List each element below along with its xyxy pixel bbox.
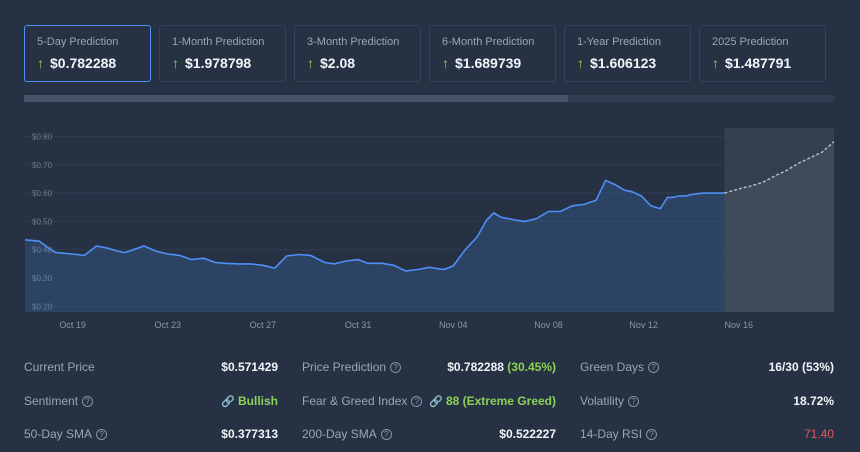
help-icon[interactable]: ? (628, 396, 640, 407)
historical-price-line (24, 179, 725, 272)
x-tick-label: Oct 27 (250, 320, 277, 330)
prediction-card-label: 3-Month Prediction (307, 36, 400, 48)
price-prediction-change: (30.45%) (507, 360, 556, 374)
y-tick-label: $0.30 (32, 274, 53, 283)
help-icon[interactable]: ? (411, 396, 423, 407)
sma-200-label: 200-Day SMA? (302, 427, 392, 441)
link-icon: 🔗 (221, 396, 235, 408)
price-prediction-label: Price Prediction? (302, 360, 402, 374)
stats-row: Current Price $0.571429 Price Prediction… (24, 360, 834, 380)
stats-row: 50-Day SMA? $0.377313 200-Day SMA? $0.52… (24, 427, 834, 447)
x-tick-label: Oct 31 (345, 320, 372, 330)
y-tick-label: $0.70 (32, 161, 53, 170)
prediction-card-label: 1-Month Prediction (172, 36, 265, 48)
rsi-value: 71.40 (803, 427, 834, 441)
x-tick-label: Oct 19 (59, 320, 86, 330)
y-tick-label: $0.80 (32, 132, 53, 141)
x-tick-label: Nov 16 (725, 320, 754, 330)
sentiment-label: Sentiment? (24, 394, 94, 408)
prediction-card-label: 1-Year Prediction (577, 36, 661, 48)
prediction-card-1-year[interactable]: 1-Year Prediction ↑ $1.606123 (564, 25, 691, 82)
volatility-value: 18.72% (793, 394, 834, 408)
prediction-card-value: $0.782288 (50, 55, 117, 71)
help-icon[interactable]: ? (648, 362, 660, 373)
prediction-card-label: 5-Day Prediction (37, 36, 119, 48)
prediction-card-3-month[interactable]: 3-Month Prediction ↑ $2.08 (294, 25, 421, 82)
prediction-card-6-month[interactable]: 6-Month Prediction ↑ $1.689739 (429, 25, 556, 82)
prediction-card-5-day[interactable]: 5-Day Prediction ↑ $0.782288 (24, 25, 151, 82)
y-axis: $0.80 $0.70 $0.60 $0.50 $0.40 $0.30 $0.20 (32, 132, 53, 311)
help-icon[interactable]: ? (646, 429, 658, 440)
arrow-up-icon: ↑ (172, 55, 179, 71)
x-axis: Oct 19 Oct 23 Oct 27 Oct 31 Nov 04 Nov 08 Nov … (59, 320, 753, 330)
stats-row: Sentiment? 🔗 Bullish Fear & Greed Index? … (24, 394, 834, 414)
green-days-label: Green Days? (580, 360, 660, 374)
prediction-card-value: $1.978798 (185, 55, 252, 71)
rsi-label: 14-Day RSI? (580, 427, 658, 441)
prediction-card-value: $1.689739 (455, 55, 522, 71)
y-tick-label: $0.40 (32, 246, 53, 255)
arrow-up-icon: ↑ (307, 55, 314, 71)
y-tick-label: $0.20 (32, 302, 53, 311)
price-prediction-value: $0.782288 (30.45%) (447, 360, 556, 374)
current-price-value: $0.571429 (221, 360, 278, 374)
help-icon[interactable]: ? (82, 396, 94, 407)
prediction-card-value: $2.08 (320, 55, 356, 71)
cards-scrollbar[interactable] (24, 95, 834, 102)
sentiment-value[interactable]: 🔗 Bullish (221, 394, 278, 408)
fear-greed-label: Fear & Greed Index? (302, 394, 423, 408)
x-tick-label: Nov 08 (534, 320, 563, 330)
help-icon[interactable]: ? (96, 429, 108, 440)
prediction-card-2025[interactable]: 2025 Prediction ↑ $1.487791 (699, 25, 826, 82)
x-tick-label: Oct 23 (155, 320, 182, 330)
arrow-up-icon: ↑ (712, 55, 719, 71)
y-tick-label: $0.60 (32, 189, 53, 198)
forecast-zone (724, 128, 834, 312)
sma-50-value: $0.377313 (221, 427, 278, 441)
link-icon: 🔗 (429, 396, 443, 408)
arrow-up-icon: ↑ (577, 55, 584, 71)
arrow-up-icon: ↑ (37, 55, 44, 71)
green-days-value: 16/30 (53%) (768, 360, 834, 374)
help-icon[interactable]: ? (380, 429, 392, 440)
y-tick-label: $0.50 (32, 217, 53, 226)
price-chart: $0.80 $0.70 $0.60 $0.50 $0.40 $0.30 $0.20 Oct … (24, 128, 835, 330)
scrollbar-thumb[interactable] (24, 95, 568, 102)
forecast-area (724, 141, 834, 312)
x-tick-label: Nov 12 (629, 320, 658, 330)
historical-area (25, 180, 725, 312)
x-tick-label: Nov 04 (439, 320, 468, 330)
prediction-card-1-month[interactable]: 1-Month Prediction ↑ $1.978798 (159, 25, 286, 82)
arrow-up-icon: ↑ (442, 55, 449, 71)
help-icon[interactable]: ? (390, 362, 402, 373)
forecast-price-line (724, 141, 835, 194)
chart-grid (25, 135, 834, 307)
prediction-cards: 5-Day Prediction ↑ $0.782288 1-Month Pred… (24, 25, 826, 83)
volatility-label: Volatility? (580, 394, 640, 408)
prediction-card-value: $1.487791 (725, 55, 792, 71)
sma-50-label: 50-Day SMA? (24, 427, 108, 441)
fear-greed-value[interactable]: 🔗 88 (Extreme Greed) (429, 394, 556, 408)
prediction-card-label: 6-Month Prediction (442, 36, 535, 48)
prediction-card-value: $1.606123 (590, 55, 657, 71)
current-price-label: Current Price (24, 360, 95, 374)
prediction-card-label: 2025 Prediction (712, 36, 789, 48)
sma-200-value: $0.522227 (499, 427, 556, 441)
